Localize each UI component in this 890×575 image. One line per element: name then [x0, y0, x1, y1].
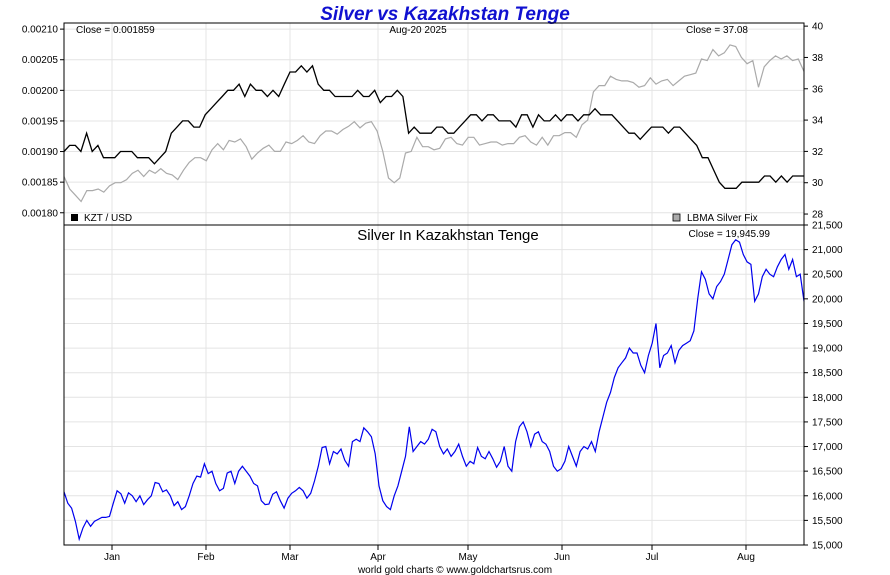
- y-left-tick-label: 0.00185: [22, 178, 59, 189]
- kzt-usd-line: [63, 64, 804, 189]
- silver-close-label: Close = 37.08: [686, 25, 748, 36]
- y-right-tick-label: 40: [812, 22, 824, 33]
- y-right-tick-label: 21,500: [812, 221, 843, 232]
- date-label: Aug-20 2025: [389, 25, 447, 36]
- x-tick-label: Aug: [737, 552, 755, 563]
- y-right-tick-label: 34: [812, 116, 824, 127]
- x-tick-label: Jun: [554, 552, 570, 563]
- footer-credit: world gold charts © www.goldchartsrus.co…: [357, 565, 552, 575]
- y-left-tick-label: 0.00200: [22, 86, 59, 97]
- y-left-tick-label: 0.00190: [22, 147, 59, 158]
- y-right-tick-label: 30: [812, 178, 824, 189]
- bottom-panel-grid: [64, 224, 804, 546]
- y-right-tick-label: 17,500: [812, 417, 843, 428]
- kzt-close-label: Close = 0.001859: [76, 25, 155, 36]
- bottom-panel-frame: [63, 224, 805, 546]
- y-right-tick-label: 38: [812, 53, 824, 64]
- x-tick-label: Apr: [370, 552, 386, 563]
- y-left-tick-label: 0.00180: [22, 208, 59, 219]
- x-tick-label: Jul: [646, 552, 659, 563]
- y-right-tick-label: 15,000: [812, 541, 843, 552]
- y-right-tick-label: 19,000: [812, 344, 843, 355]
- legend-silver-swatch: [672, 213, 681, 222]
- top-panel-frame: [63, 22, 805, 226]
- y-right-tick-label: 36: [812, 84, 824, 95]
- y-right-tick-label: 16,500: [812, 467, 843, 478]
- silver-in-tenge-line: [63, 239, 805, 542]
- y-right-tick-label: 16,000: [812, 491, 843, 502]
- x-tick-label: Mar: [281, 552, 299, 563]
- y-right-tick-label: 21,000: [812, 245, 843, 256]
- y-right-tick-label: 20,500: [812, 270, 843, 281]
- y-right-tick-label: 28: [812, 210, 824, 221]
- y-right-tick-label: 20,000: [812, 294, 843, 305]
- x-tick-label: Jan: [104, 552, 120, 563]
- y-right-tick-label: 32: [812, 147, 824, 158]
- y-right-tick-label: 15,500: [812, 516, 843, 527]
- y-right-tick-label: 19,500: [812, 319, 843, 330]
- y-right-tick-label: 18,000: [812, 393, 843, 404]
- y-left-tick-label: 0.00210: [22, 25, 59, 36]
- x-axis: Jan Feb Mar Apr May Jun Jul Aug: [104, 545, 755, 563]
- x-tick-label: May: [459, 552, 478, 563]
- legend-kzt-swatch: [71, 214, 78, 221]
- top-left-axis: 0.00180 0.00185 0.00190 0.00195 0.00200 0.002…: [22, 25, 64, 219]
- top-right-axis: 28 30 32 34 36 38 40: [804, 22, 824, 221]
- top-panel-grid: [64, 23, 804, 225]
- bottom-right-axis: 15,000 15,500 16,000 16,500 17,000 17,500 18,0…: [804, 221, 843, 552]
- y-right-tick-label: 17,000: [812, 442, 843, 453]
- legend-silver-label: LBMA Silver Fix: [687, 213, 758, 224]
- chart-title: Silver vs Kazakhstan Tenge: [320, 4, 570, 25]
- x-tick-label: Feb: [197, 552, 215, 563]
- lbma-silver-fix-line: [63, 44, 805, 203]
- legend-kzt-label: KZT / USD: [84, 213, 132, 224]
- bottom-panel-title: Silver In Kazakhstan Tenge: [357, 227, 539, 244]
- tenge-close-label: Close = 19,945.99: [689, 229, 771, 240]
- y-left-tick-label: 0.00195: [22, 116, 59, 127]
- y-right-tick-label: 18,500: [812, 368, 843, 379]
- y-left-tick-label: 0.00205: [22, 55, 59, 66]
